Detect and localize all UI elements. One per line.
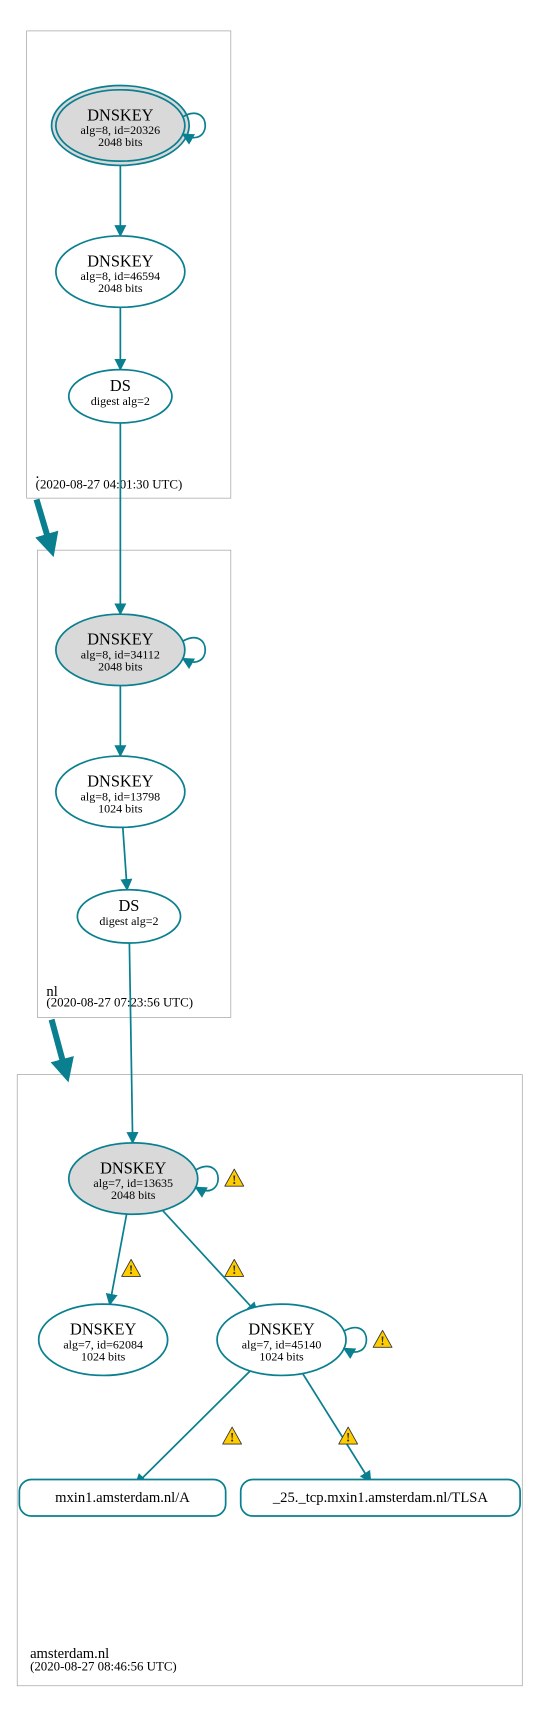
svg-text:!: !: [232, 1173, 236, 1187]
svg-text:!: !: [129, 1263, 133, 1277]
svg-text:!: !: [346, 1431, 350, 1445]
svg-text:digest alg=2: digest alg=2: [91, 394, 150, 408]
svg-text:1024 bits: 1024 bits: [81, 1349, 126, 1363]
svg-text:DS: DS: [119, 896, 140, 915]
svg-text:!: !: [232, 1263, 236, 1277]
dnssec-chain-diagram: .(2020-08-27 04:01:30 UTC)nl(2020-08-27 …: [0, 0, 533, 1721]
svg-text:_25._tcp.mxin1.amsterdam.nl/TL: _25._tcp.mxin1.amsterdam.nl/TLSA: [272, 1490, 489, 1506]
svg-text:digest alg=2: digest alg=2: [99, 914, 158, 928]
svg-text:DS: DS: [110, 376, 131, 395]
svg-text:2048 bits: 2048 bits: [98, 135, 143, 149]
svg-text:(2020-08-27 08:46:56 UTC): (2020-08-27 08:46:56 UTC): [30, 1660, 177, 1674]
svg-text:mxin1.amsterdam.nl/A: mxin1.amsterdam.nl/A: [55, 1490, 190, 1506]
svg-text:!: !: [230, 1431, 234, 1445]
svg-text:DNSKEY: DNSKEY: [87, 105, 153, 124]
svg-text:(2020-08-27 07:23:56 UTC): (2020-08-27 07:23:56 UTC): [46, 996, 193, 1010]
svg-text:(2020-08-27 04:01:30 UTC): (2020-08-27 04:01:30 UTC): [36, 478, 183, 492]
svg-text:DNSKEY: DNSKEY: [87, 772, 153, 791]
svg-text:!: !: [380, 1334, 384, 1348]
svg-text:DNSKEY: DNSKEY: [100, 1158, 166, 1177]
svg-text:1024 bits: 1024 bits: [98, 801, 143, 815]
svg-text:DNSKEY: DNSKEY: [87, 630, 153, 649]
svg-text:2048 bits: 2048 bits: [98, 281, 143, 295]
svg-text:2048 bits: 2048 bits: [111, 1188, 156, 1202]
svg-text:DNSKEY: DNSKEY: [70, 1320, 136, 1339]
svg-text:1024 bits: 1024 bits: [259, 1349, 304, 1363]
svg-text:DNSKEY: DNSKEY: [87, 251, 153, 270]
svg-text:DNSKEY: DNSKEY: [248, 1320, 314, 1339]
svg-text:2048 bits: 2048 bits: [98, 660, 143, 674]
